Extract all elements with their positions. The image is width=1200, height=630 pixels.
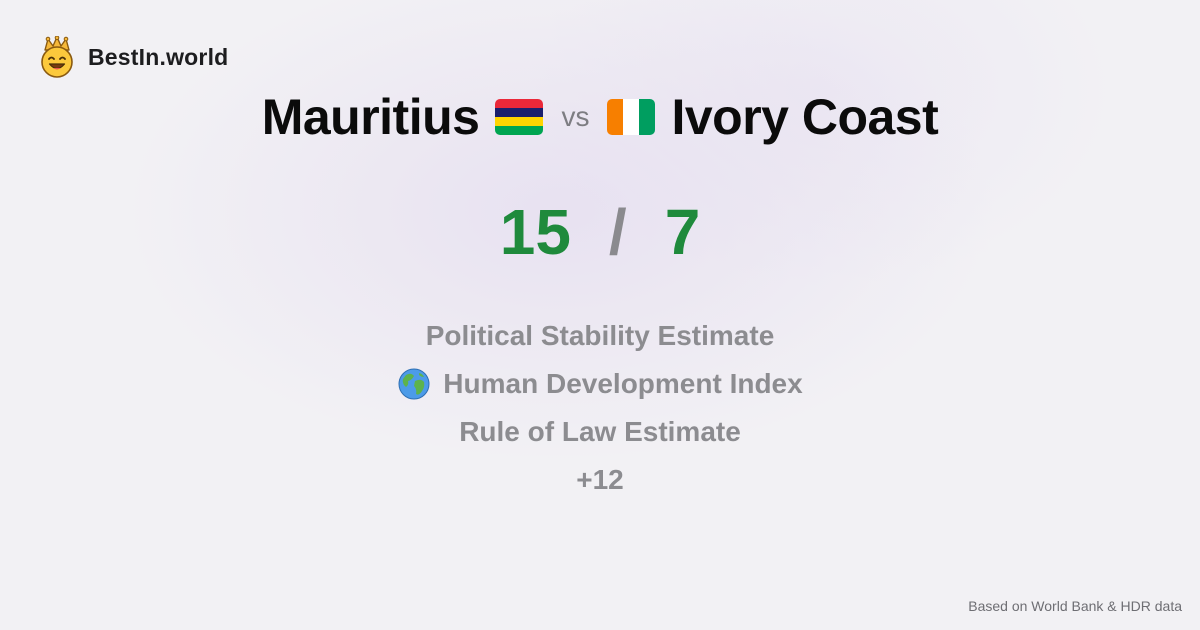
vs-label: vs	[561, 101, 590, 132]
right-country-name[interactable]: Ivory Coast	[671, 89, 939, 145]
metrics-list: Political Stability Estimate Human Devel…	[0, 312, 1200, 504]
globe-icon	[398, 368, 430, 400]
metric-label: Human Development Index	[443, 368, 803, 399]
left-country-name[interactable]: Mauritius	[261, 89, 480, 145]
comparison-title: Mauritius vs Ivory Coast	[0, 84, 1200, 150]
crown-smiley-icon	[41, 36, 73, 78]
left-score: 15	[499, 196, 571, 268]
data-source-note: Based on World Bank & HDR data	[968, 598, 1182, 614]
right-score: 7	[664, 196, 701, 268]
brand[interactable]: BestIn.world	[38, 36, 228, 78]
score-line: 15 / 7	[0, 194, 1200, 270]
metric-item: Political Stability Estimate	[426, 312, 775, 360]
metric-label: Political Stability Estimate	[425, 320, 775, 351]
metric-label: Rule of Law Estimate	[459, 416, 741, 447]
metric-item: Human Development Index	[397, 360, 803, 408]
metric-item: Rule of Law Estimate	[459, 408, 741, 456]
mauritius-flag-icon	[495, 99, 544, 135]
score-separator: /	[608, 196, 627, 268]
metric-label: +12	[576, 464, 624, 495]
ivory-coast-flag-icon	[607, 99, 656, 135]
metric-more-count: +12	[576, 456, 624, 504]
brand-name: BestIn.world	[88, 43, 229, 70]
